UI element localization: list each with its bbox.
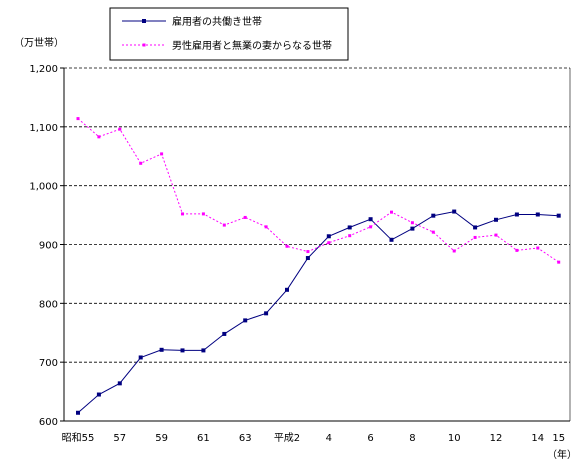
data-point-series-2 — [494, 233, 498, 237]
y-tick-label: 1,000 — [29, 182, 58, 193]
data-point-series-1 — [96, 392, 101, 397]
data-point-series-1 — [159, 347, 164, 352]
x-tick-label: 昭和55 — [62, 432, 95, 444]
data-point-series-1 — [138, 355, 143, 360]
data-point-series-1 — [285, 287, 289, 292]
data-point-series-2 — [160, 152, 164, 156]
x-axis-unit-label: （年） — [547, 448, 577, 461]
y-tick-label: 600 — [39, 417, 58, 428]
y-tick-label: 800 — [39, 299, 58, 310]
legend-label-series-2: 男性雇用者と無業の妻からなる世帯 — [172, 39, 332, 52]
data-point-series-2 — [327, 241, 331, 245]
data-point-series-1 — [76, 410, 80, 415]
data-point-series-1 — [264, 311, 269, 316]
data-point-series-1 — [431, 213, 436, 218]
y-tick-label: 1,200 — [29, 64, 58, 75]
x-tick-label: 63 — [239, 433, 252, 444]
data-point-series-2 — [306, 250, 310, 254]
legend: 雇用者の共働き世帯 男性雇用者と無業の妻からなる世帯 — [109, 7, 349, 61]
legend-marker-series-1 — [142, 19, 146, 23]
data-point-series-1 — [494, 217, 498, 222]
data-point-series-2 — [76, 117, 80, 121]
data-point-series-2 — [181, 212, 184, 216]
data-point-series-2 — [243, 215, 247, 219]
series-layer — [76, 117, 561, 415]
data-point-series-2 — [390, 210, 393, 214]
data-point-series-2 — [369, 225, 373, 229]
x-tick-label: 14 — [531, 433, 544, 444]
x-tick-label: 4 — [326, 433, 332, 444]
data-point-series-2 — [557, 260, 561, 264]
data-point-series-1 — [326, 234, 331, 239]
data-point-series-2 — [97, 135, 101, 139]
data-point-series-2 — [264, 225, 268, 229]
x-axis-tick-labels: 昭和55 57 59 61 63 平成2 4 6 8 10 12 14 15 — [62, 432, 565, 444]
data-point-series-1 — [452, 209, 457, 214]
data-point-series-1 — [556, 213, 561, 218]
data-point-series-1 — [243, 318, 248, 323]
data-point-series-1 — [410, 226, 415, 231]
data-point-series-2 — [431, 230, 435, 234]
x-tick-label: 15 — [552, 433, 565, 444]
data-point-series-2 — [201, 212, 205, 216]
gridlines — [60, 67, 570, 422]
data-point-series-2 — [222, 223, 226, 227]
data-point-series-2 — [410, 221, 414, 225]
data-point-series-1 — [514, 212, 519, 217]
x-tick-label: 12 — [490, 433, 503, 444]
legend-box — [109, 7, 349, 61]
x-tick-label: 61 — [197, 433, 210, 444]
data-point-series-2 — [118, 127, 122, 131]
data-point-series-1 — [535, 212, 540, 217]
x-tick-label: 6 — [367, 433, 373, 444]
y-tick-label: 1,100 — [29, 123, 58, 134]
data-point-series-1 — [201, 348, 206, 353]
x-tick-label: 8 — [409, 433, 415, 444]
series-line-2 — [77, 118, 559, 263]
data-point-series-1 — [389, 237, 394, 242]
x-tick-label: 57 — [113, 433, 126, 444]
y-tick-label: 900 — [39, 241, 58, 252]
data-point-series-2 — [285, 244, 289, 248]
x-tick-label: 平成2 — [274, 432, 300, 444]
data-point-series-2 — [536, 246, 540, 250]
y-tick-label: 700 — [39, 358, 58, 369]
legend-label-series-1: 雇用者の共働き世帯 — [172, 15, 262, 28]
y-axis-tick-labels: 600 700 800 900 1,000 1,100 1,200 — [29, 64, 58, 428]
data-point-series-2 — [473, 235, 477, 239]
data-point-series-1 — [305, 256, 310, 261]
data-point-series-2 — [348, 234, 352, 238]
y-axis-unit-label: （万世帯） — [14, 36, 64, 49]
data-point-series-1 — [180, 348, 185, 353]
data-point-series-1 — [117, 381, 122, 386]
data-point-series-1 — [368, 217, 373, 222]
legend-marker-series-2 — [142, 43, 146, 47]
data-point-series-2 — [515, 248, 519, 252]
data-point-series-1 — [222, 331, 227, 336]
x-tick-label: 59 — [155, 433, 168, 444]
data-point-series-2 — [452, 249, 456, 253]
data-point-series-1 — [473, 225, 478, 230]
x-tick-label: 10 — [448, 433, 461, 444]
series-line-1 — [77, 211, 559, 414]
data-point-series-2 — [139, 161, 143, 165]
data-point-series-1 — [347, 225, 352, 230]
